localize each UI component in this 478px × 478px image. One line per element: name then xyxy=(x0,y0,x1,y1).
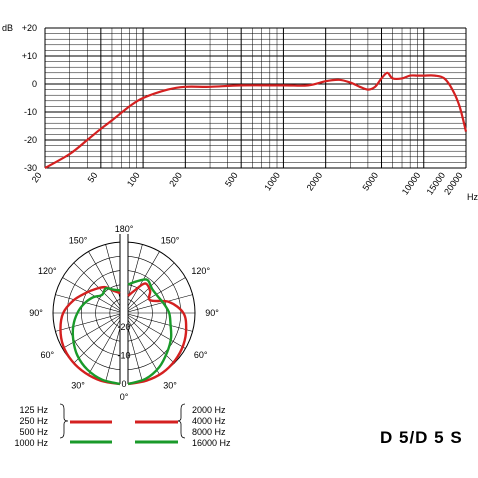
polar-legend-marks xyxy=(59,403,186,444)
polar-angle-label: 60° xyxy=(194,350,208,360)
polar-angle-label: 120° xyxy=(38,266,57,276)
model-name: D 5/D 5 S xyxy=(380,428,463,447)
polar-spoke xyxy=(128,277,186,312)
fr-x-tick-label: 20 xyxy=(30,170,44,184)
polar-angle-label: 150° xyxy=(69,235,88,245)
polar-radial-label: -20 xyxy=(117,322,130,332)
polar-labels: 180° 150° 150° 120° 120° 90° 90° 60° 60° 30° 30° 0°… xyxy=(29,224,219,402)
polar-spoke xyxy=(128,319,160,375)
polar-spoke xyxy=(128,244,143,300)
polar-angle-label: 180° xyxy=(115,224,134,234)
polar-radial-label: -10 xyxy=(117,351,130,361)
polar-right-curve-1 xyxy=(127,278,173,386)
polar-curves xyxy=(59,278,188,386)
legend-brace xyxy=(59,403,69,439)
legend-freq-250: 250 Hz xyxy=(19,416,48,426)
polar-angle-label: 150° xyxy=(161,235,180,245)
polar-spoke xyxy=(128,314,186,349)
polar-left-curve-0 xyxy=(59,285,121,386)
polar-spoke xyxy=(128,313,193,332)
polar-spoke xyxy=(105,244,120,300)
legend-freq-4000: 4000 Hz xyxy=(192,416,226,426)
legend-freq-125: 125 Hz xyxy=(19,405,48,415)
legend-brace xyxy=(176,403,186,439)
legend-freq-16000: 16000 Hz xyxy=(192,438,231,448)
polar-spoke xyxy=(128,294,193,313)
fr-grid xyxy=(44,27,467,169)
fr-series-line xyxy=(44,71,468,169)
polar-spoke xyxy=(88,319,120,375)
fr-y-tick-label: +20 xyxy=(22,23,37,33)
fr-y-unit-label: dB xyxy=(2,23,13,33)
polar-spoke xyxy=(55,313,120,332)
fr-y-tick-label: +10 xyxy=(22,51,37,61)
fr-x-tick-label: 50 xyxy=(86,170,100,184)
polar-right-curve-0 xyxy=(127,282,188,386)
polar-angle-label: 30° xyxy=(71,381,85,391)
legend-freq-8000: 8000 Hz xyxy=(192,427,226,437)
legend-freq-1000: 1000 Hz xyxy=(14,438,48,448)
polar-spoke xyxy=(73,316,120,364)
fr-y-tick-label: 0 xyxy=(32,79,37,89)
polar-spoke xyxy=(62,277,120,312)
polar-angle-label: 120° xyxy=(191,266,210,276)
legend-right-freqs: 2000 Hz 4000 Hz 8000 Hz 16000 Hz xyxy=(192,405,231,449)
fr-y-tick-label: -30 xyxy=(24,163,37,173)
legend-freq-2000: 2000 Hz xyxy=(192,405,226,415)
polar-radial-label: 0 xyxy=(121,379,126,389)
polar-grid xyxy=(52,234,196,385)
fr-x-unit-label: Hz xyxy=(467,192,478,202)
polar-angle-label: 60° xyxy=(40,350,54,360)
polar-spoke xyxy=(105,326,120,382)
polar-spoke xyxy=(88,251,120,307)
polar-spoke xyxy=(55,294,120,313)
polar-angle-label: 90° xyxy=(29,308,43,318)
fr-y-tick-label: -10 xyxy=(24,107,37,117)
polar-spoke xyxy=(128,326,143,382)
polar-angle-label: 0° xyxy=(120,392,129,402)
fr-y-tick-label: -20 xyxy=(24,135,37,145)
legend-left-freqs: 125 Hz 250 Hz 500 Hz 1000 Hz xyxy=(12,405,48,449)
polar-spoke xyxy=(128,251,160,307)
polar-angle-label: 30° xyxy=(163,381,177,391)
legend-freq-500: 500 Hz xyxy=(19,427,48,437)
polar-left-curve-1 xyxy=(71,286,121,386)
polar-angle-label: 90° xyxy=(205,308,219,318)
